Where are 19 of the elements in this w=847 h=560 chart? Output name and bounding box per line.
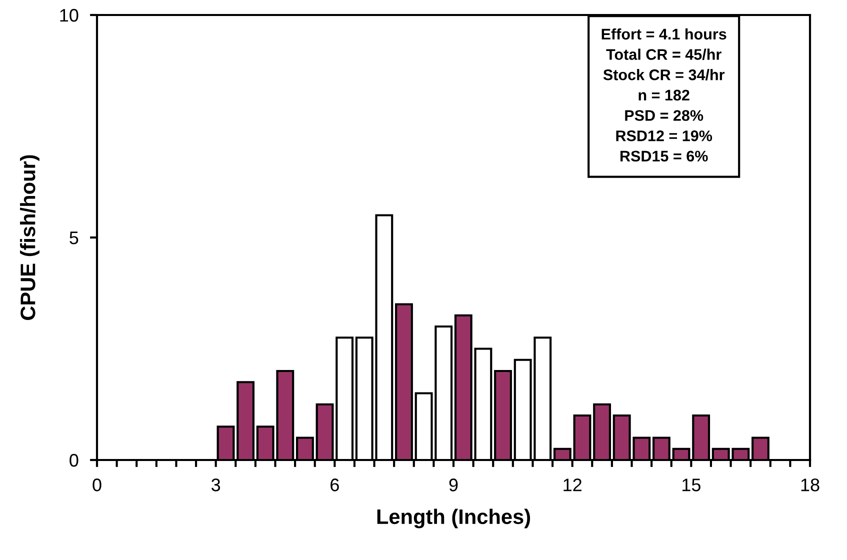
annotation: Effort = 4.1 hours	[602, 28, 726, 40]
annotation: n = 182	[638, 90, 690, 101]
x-tick-label: 0	[92, 478, 102, 492]
annotation: RSD15 = 6%	[620, 150, 708, 162]
y-tick-label: 5	[70, 232, 78, 244]
x-tick-label: 18	[801, 478, 820, 492]
annotation: Stock CR = 34/hr	[603, 69, 725, 80]
x-tick-label: 6	[330, 478, 339, 492]
annotation: RSD12 = 19%	[616, 130, 712, 142]
x-tick-label: 9	[449, 478, 458, 492]
x-axis-title: Length (Inches)	[377, 508, 530, 528]
y-tick-label: 0	[70, 454, 78, 467]
annotation: PSD = 28%	[625, 110, 704, 121]
x-tick-label: 15	[682, 478, 700, 492]
x-tick-label: 12	[564, 478, 582, 492]
y-tick-label: 10	[60, 8, 78, 22]
y-axis-title: CPUE (fish/hour)	[20, 155, 40, 320]
x-tick-label: 3	[212, 478, 220, 492]
annotation: Total CR = 45/hr	[606, 48, 722, 60]
